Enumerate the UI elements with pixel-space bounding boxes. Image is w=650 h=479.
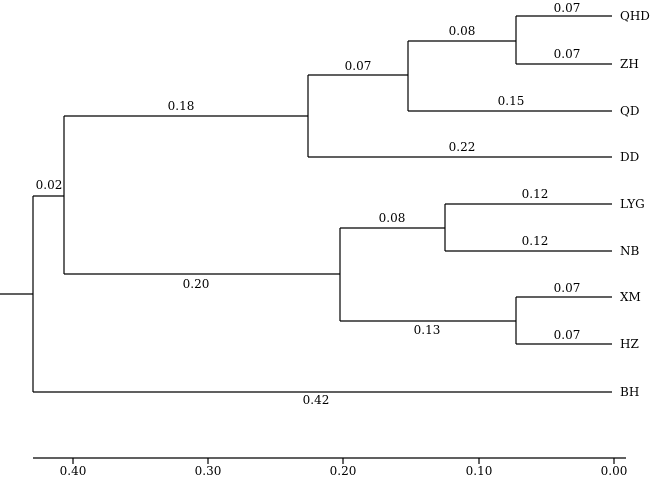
branch-length-labels: 0.42 0.02 0.18 0.07 0.08 0.07 0.07 0.15 … [36,1,581,407]
branch-length-lyg-nb: 0.08 [379,211,406,225]
leaf-label-qhd: QHD [620,9,650,23]
branch-length-qd: 0.15 [498,94,525,108]
branch-length-hz: 0.07 [554,328,581,342]
axis-tick-label-020: 0.20 [330,464,357,478]
leaf-label-nb: NB [620,244,640,258]
branch-length-nb: 0.12 [522,234,549,248]
leaf-label-lyg: LYG [620,197,645,211]
branch-length-zh: 0.07 [554,47,581,61]
branch-length-xm-hz: 0.13 [414,323,441,337]
axis-tick-label-030: 0.30 [195,464,222,478]
leaf-label-qd: QD [620,104,639,118]
axis-tick-label-000: 0.00 [601,464,628,478]
axis-tick-label-010: 0.10 [466,464,493,478]
branch-length-ingroup: 0.02 [36,178,63,192]
tree-branches [0,15,612,393]
leaf-labels: QHD ZH QD DD LYG NB XM HZ BH [620,9,650,399]
distance-axis: 0.40 0.30 0.20 0.10 0.00 [33,457,628,478]
leaf-label-bh: BH [620,385,639,399]
leaf-label-xm: XM [620,290,641,304]
branch-length-qhd-zh: 0.08 [449,24,476,38]
branch-length-south-clade: 0.20 [183,277,210,291]
leaf-label-hz: HZ [620,337,639,351]
axis-tick-label-040: 0.40 [60,464,87,478]
branch-length-bh: 0.42 [303,393,330,407]
leaf-label-dd: DD [620,150,639,164]
leaf-label-zh: ZH [620,57,639,71]
branch-length-qhd-zh-qd: 0.07 [345,59,372,73]
branch-length-lyg: 0.12 [522,187,549,201]
branch-length-dd: 0.22 [449,140,476,154]
branch-length-xm: 0.07 [554,281,581,295]
branch-length-qhd: 0.07 [554,1,581,15]
branch-length-north-clade: 0.18 [168,99,195,113]
